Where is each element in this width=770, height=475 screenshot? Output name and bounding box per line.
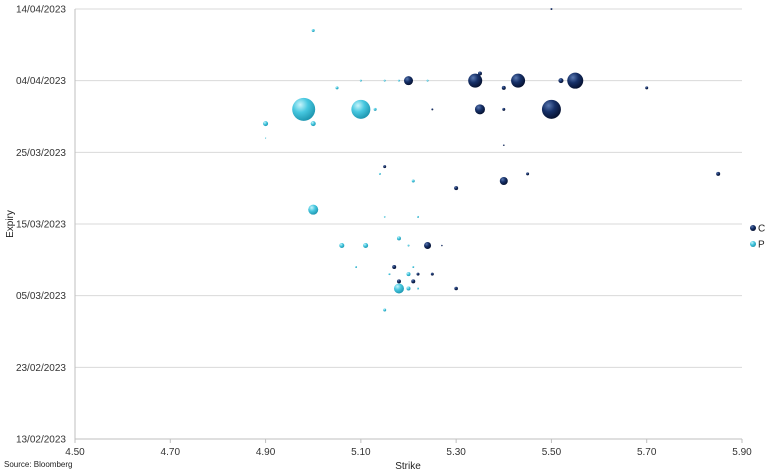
- bubble-p: [351, 99, 371, 119]
- x-tick-label: 5.70: [637, 447, 657, 458]
- bubbles: [263, 8, 721, 312]
- bubble-p: [310, 121, 316, 127]
- bubble-p: [383, 308, 387, 312]
- x-tick-label: 4.70: [161, 447, 181, 458]
- x-tick-label: 5.50: [542, 447, 562, 458]
- bubble-c: [454, 286, 458, 291]
- y-axis-ticks: 13/02/2023 23/02/2023 05/03/2023 15/03/2023…: [16, 5, 66, 446]
- bubble-c: [499, 177, 508, 185]
- gridlines: [74, 8, 742, 440]
- bubble-c: [474, 104, 485, 115]
- bubble-c: [567, 72, 584, 89]
- legend-marker-c: [750, 225, 756, 231]
- bubble-c: [645, 86, 649, 90]
- bubble-p: [363, 243, 369, 248]
- bubble-c: [416, 272, 420, 276]
- bubble-c: [424, 242, 432, 249]
- bubble-p: [339, 243, 345, 248]
- x-axis-label: Strike: [395, 461, 421, 472]
- bubble-p: [406, 272, 411, 277]
- bubble-c: [441, 244, 443, 247]
- bubble-p: [393, 283, 404, 294]
- bubble-p: [264, 137, 267, 139]
- bubble-c: [526, 172, 530, 176]
- x-axis-ticks: 4.50 4.70 4.90 5.10 5.30 5.50 5.70 5.90: [65, 439, 752, 458]
- bubble-c: [716, 171, 721, 176]
- bubble-p: [335, 86, 339, 90]
- bubble-c: [430, 272, 434, 276]
- bubble-p: [292, 97, 316, 121]
- legend-marker-p: [750, 241, 756, 247]
- x-tick-label: 4.90: [256, 447, 276, 458]
- bubble-p: [412, 266, 415, 268]
- bubble-c: [501, 85, 506, 90]
- bubble-c: [477, 71, 482, 76]
- bubble-p: [355, 266, 358, 268]
- bubble-c: [502, 144, 505, 146]
- y-tick-label: 13/02/2023: [16, 435, 66, 446]
- bubble-p: [308, 204, 319, 215]
- y-axis-label: Expiry: [5, 210, 16, 238]
- legend-label-c: C: [758, 224, 765, 235]
- x-tick-label: 5.10: [351, 447, 371, 458]
- bubble-p: [359, 79, 362, 82]
- y-tick-label: 04/04/2023: [16, 76, 66, 87]
- bubble-p: [396, 236, 401, 241]
- bubble-c: [502, 107, 506, 111]
- legend-label-p: P: [758, 240, 765, 251]
- bubble-c: [454, 186, 459, 191]
- legend: CP: [750, 224, 765, 251]
- bubble-c: [541, 99, 561, 119]
- bubble-c: [396, 279, 401, 284]
- bubble-p: [373, 107, 377, 111]
- y-tick-label: 05/03/2023: [16, 291, 66, 302]
- bubble-p: [378, 172, 381, 175]
- y-tick-label: 14/04/2023: [16, 5, 66, 16]
- bubble-c: [404, 76, 413, 86]
- bubble-c: [511, 73, 526, 88]
- bubble-c: [468, 73, 483, 88]
- y-tick-label: 23/02/2023: [16, 363, 66, 374]
- bubble-p: [311, 29, 315, 32]
- x-tick-label: 5.30: [446, 447, 466, 458]
- bubble-p: [407, 244, 410, 247]
- bubble-c: [411, 279, 416, 284]
- bubble-p: [388, 273, 391, 276]
- bubble-p: [406, 286, 411, 291]
- x-tick-label: 4.50: [65, 447, 85, 458]
- bubble-p: [417, 215, 420, 218]
- source-note: Source: Bloomberg: [4, 460, 72, 469]
- bubble-p: [383, 216, 386, 218]
- bubble-p: [411, 179, 415, 183]
- bubble-c: [383, 165, 387, 169]
- bubble-p: [417, 287, 420, 290]
- bubble-c: [392, 265, 397, 269]
- y-tick-label: 25/03/2023: [16, 148, 66, 159]
- y-tick-label: 15/03/2023: [16, 220, 66, 231]
- bubble-p: [383, 79, 386, 82]
- bubble-p: [397, 79, 400, 82]
- x-tick-label: 5.90: [732, 447, 752, 458]
- bubble-p: [426, 79, 429, 82]
- bubble-c: [558, 78, 564, 84]
- bubble-c: [431, 108, 434, 111]
- bubble-p: [263, 121, 269, 127]
- bubble-c: [550, 8, 553, 10]
